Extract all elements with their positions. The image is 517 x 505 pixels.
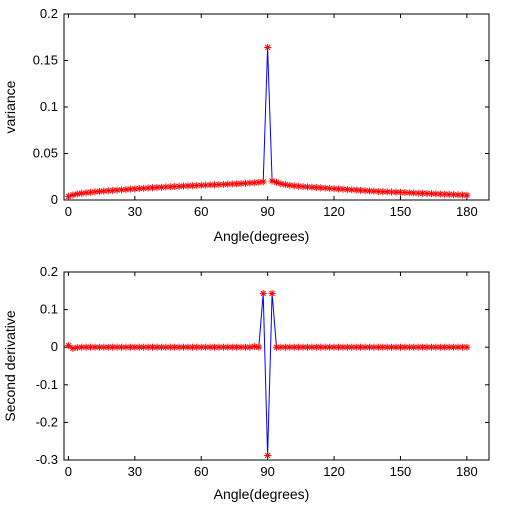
axes-box: [63, 13, 490, 201]
data-point: [211, 181, 219, 189]
x-tick-label: 180: [456, 464, 478, 479]
data-point: [423, 189, 431, 197]
x-axis-label: Angle(degrees): [214, 228, 310, 244]
data-point: [78, 189, 86, 197]
data-point: [286, 343, 294, 351]
x-tick-label: 30: [128, 464, 142, 479]
y-axis-label: variance: [2, 80, 18, 133]
data-point: [264, 43, 272, 51]
data-point: [228, 180, 236, 188]
data-point: [259, 178, 267, 186]
y-tick-label: 0.15: [33, 53, 58, 68]
data-point: [352, 186, 360, 194]
data-point: [290, 182, 298, 190]
data-point: [463, 343, 471, 351]
x-tick-label: 30: [128, 204, 142, 219]
axes-box: [63, 271, 490, 461]
data-point: [268, 289, 276, 297]
data-point: [365, 187, 373, 195]
data-point: [365, 343, 373, 351]
data-point: [454, 343, 462, 351]
x-tick-label: 90: [260, 204, 274, 219]
data-point: [281, 343, 289, 351]
x-tick-label: 60: [194, 464, 208, 479]
data-point: [259, 289, 267, 297]
data-point: [326, 184, 334, 192]
x-tick-label: 60: [194, 204, 208, 219]
data-point: [100, 343, 108, 351]
data-point: [419, 189, 427, 197]
data-point: [206, 343, 214, 351]
x-tick-label: 150: [390, 464, 412, 479]
y-tick-label: -0.2: [36, 414, 58, 429]
data-point: [171, 183, 179, 191]
x-tick-label: 0: [65, 204, 72, 219]
x-tick-label: 120: [323, 464, 345, 479]
data-point: [122, 185, 130, 193]
data-point: [246, 343, 254, 351]
variance-plot: 0 30 60 90 120 150 180 0 0.05 0.1 0.15 0.2 Angle(deg…: [2, 6, 490, 244]
data-point: [303, 343, 311, 351]
data-point: [91, 188, 99, 196]
data-point: [436, 343, 444, 351]
y-tick-label: 0: [51, 339, 58, 354]
data-point: [405, 189, 413, 197]
data-point: [100, 187, 108, 195]
data-point: [250, 342, 258, 350]
data-point: [69, 191, 77, 199]
data-point: [228, 343, 236, 351]
data-point: [255, 343, 263, 351]
data-point: [370, 187, 378, 195]
x-tick-label: 180: [456, 204, 478, 219]
data-point: [113, 186, 121, 194]
data-point: [162, 343, 170, 351]
data-point: [87, 343, 95, 351]
data-point: [392, 343, 400, 351]
x-tick-label: 120: [323, 204, 345, 219]
data-point: [370, 343, 378, 351]
data-point: [299, 183, 307, 191]
y-tick-label: -0.1: [36, 377, 58, 392]
x-tick-label: 150: [390, 204, 412, 219]
y-axis-label: Second derivative: [2, 310, 18, 422]
data-point: [73, 190, 81, 198]
y-tick-label: 0.2: [40, 6, 58, 21]
data-point: [463, 191, 471, 199]
y-tick-label: -0.3: [36, 452, 58, 467]
y-tick-label: 0.05: [33, 146, 58, 161]
data-point: [237, 180, 245, 188]
data-point: [264, 451, 272, 459]
data-point: [188, 182, 196, 190]
data-point: [427, 343, 435, 351]
y-tick-label: 0.2: [40, 264, 58, 279]
x-tick-label: 0: [65, 464, 72, 479]
data-point: [69, 344, 77, 352]
data-point: [193, 181, 201, 189]
y-tick-label: 0.1: [40, 99, 58, 114]
data-point: [277, 180, 285, 188]
data-point: [458, 343, 466, 351]
data-point: [401, 189, 409, 197]
y-tick-label: 0: [51, 192, 58, 207]
data-point: [295, 182, 303, 190]
data-point: [281, 181, 289, 189]
data-point: [317, 184, 325, 192]
data-point: [206, 181, 214, 189]
data-point: [445, 190, 453, 198]
data-point: [290, 343, 298, 351]
x-tick-label: 90: [260, 464, 274, 479]
x-axis-label: Angle(degrees): [214, 486, 310, 502]
data-point: [343, 185, 351, 193]
data-point: [149, 343, 157, 351]
second-derivative-plot: 0 30 60 90 120 150 180 -0.3 -0.2 -0.1 0 0.1 0.2 Angle…: [2, 264, 490, 502]
data-point: [286, 181, 294, 189]
y-tick-label: 0.1: [40, 302, 58, 317]
data-point: [91, 343, 99, 351]
